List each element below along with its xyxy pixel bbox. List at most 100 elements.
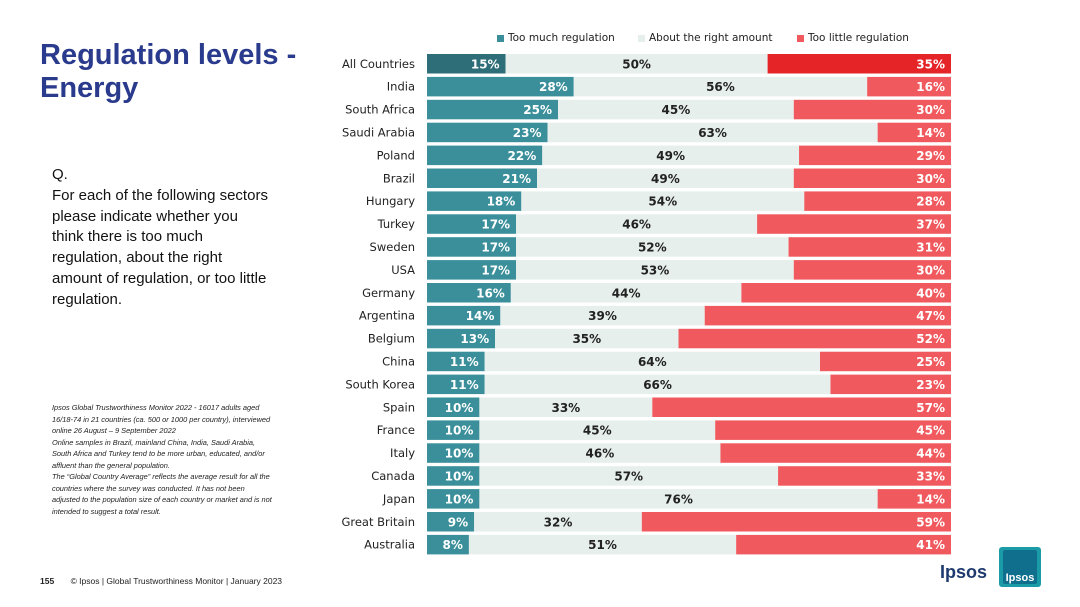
bar-segment-too-little-canada: [778, 466, 951, 486]
data-label-about-right-belgium: 35%: [572, 332, 601, 346]
methodology-line: The “Global Country Average” reflects th…: [52, 472, 270, 481]
data-label-about-right-south-africa: 45%: [662, 103, 691, 117]
data-label-too-little-great-britain: 59%: [916, 515, 945, 529]
data-label-too-little-saudi-arabia: 14%: [916, 126, 945, 140]
data-label-too-little-india: 16%: [916, 80, 945, 94]
data-label-too-much-poland: 22%: [508, 149, 537, 163]
category-label-japan: Japan: [382, 492, 415, 506]
category-label-south-africa: South Africa: [345, 103, 415, 117]
bar-segment-too-much-italy: [427, 443, 480, 463]
question-text: Q. For each of the following sectors ple…: [52, 165, 292, 311]
data-label-too-little-all-countries: 35%: [916, 57, 945, 71]
methodology-line: South Africa and Turkey tend to be more …: [52, 449, 265, 458]
page-number: 155: [40, 576, 55, 586]
data-label-about-right-south-korea: 66%: [643, 378, 672, 392]
data-label-about-right-argentina: 39%: [588, 309, 617, 323]
category-label-turkey: Turkey: [377, 217, 416, 231]
methodology-line: online 26 August – 9 September 2022: [52, 426, 176, 435]
data-label-about-right-india: 56%: [706, 80, 735, 94]
data-label-too-little-china: 25%: [916, 355, 945, 369]
methodology-line: Ipsos Global Trustworthiness Monitor 202…: [52, 403, 260, 412]
category-label-spain: Spain: [383, 400, 415, 414]
bar-segment-too-little-hungary: [804, 191, 951, 211]
bar-segment-about-right-south-africa: [558, 99, 794, 120]
bar-segment-about-right-japan: [479, 489, 878, 509]
bar-segment-too-little-germany: [741, 283, 951, 303]
bar-segment-too-little-brazil: [793, 168, 951, 188]
category-label-belgium: Belgium: [368, 332, 415, 346]
data-label-about-right-brazil: 49%: [651, 172, 680, 186]
data-label-about-right-hungary: 54%: [648, 195, 677, 209]
bar-segment-too-much-brazil: [427, 168, 538, 188]
data-label-too-much-australia: 8%: [443, 538, 463, 552]
data-label-too-little-turkey: 37%: [916, 218, 945, 232]
data-label-too-much-italy: 10%: [445, 447, 474, 461]
data-label-too-much-spain: 10%: [445, 401, 474, 415]
bar-segment-too-much-france: [427, 420, 480, 440]
legend-swatch-too-little: [797, 34, 804, 42]
methodology-line: Online samples in Brazil, mainland China…: [52, 437, 256, 447]
category-label-brazil: Brazil: [383, 171, 415, 185]
methodology-line: affluent than the general population.: [52, 460, 170, 470]
footer: 155 © Ipsos | Global Trustworthiness Mon…: [40, 576, 282, 586]
data-label-too-little-italy: 44%: [916, 447, 945, 461]
bar-segment-too-little-australia: [736, 534, 951, 555]
category-label-canada: Canada: [371, 469, 415, 483]
methodology-line: intended to suggest a total result.: [52, 506, 161, 516]
data-label-too-little-brazil: 30%: [916, 172, 945, 186]
data-label-too-much-saudi-arabia: 23%: [513, 126, 542, 140]
category-label-usa: USA: [391, 263, 415, 277]
data-label-too-much-france: 10%: [445, 424, 474, 438]
category-label-saudi-arabia: Saudi Arabia: [342, 125, 415, 139]
bar-segment-about-right-usa: [516, 260, 794, 280]
data-label-too-little-japan: 14%: [916, 492, 945, 506]
data-label-too-much-turkey: 17%: [481, 218, 510, 232]
legend-item-too-little: Too little regulation: [797, 32, 909, 44]
category-label-all-countries: All Countries: [342, 57, 415, 71]
bar-segment-too-much-south-korea: [427, 374, 485, 395]
logo-mark-text: Ipsos: [1005, 572, 1035, 584]
ipsos-wordmark: Ipsos: [940, 562, 988, 582]
data-label-about-right-spain: 33%: [551, 401, 580, 415]
data-label-about-right-australia: 51%: [588, 538, 617, 552]
bar-segment-too-much-canada: [427, 466, 480, 486]
bar-segment-too-little-great-britain: [641, 512, 951, 532]
bar-segment-about-right-germany: [510, 283, 742, 303]
question-line: please indicate whether you: [52, 207, 238, 225]
bar-segment-too-little-south-africa: [793, 99, 951, 120]
logo-mark-inner: [1003, 550, 1037, 584]
bar-segment-too-much-turkey: [427, 214, 517, 234]
data-label-too-little-belgium: 52%: [916, 332, 945, 346]
bar-segment-too-much-hungary: [427, 191, 522, 211]
legend-swatch-about-right: [638, 34, 645, 42]
bar-segment-too-much-australia: [427, 534, 469, 555]
bar-segment-about-right-argentina: [500, 305, 705, 326]
bar-segment-too-much-sweden: [427, 237, 517, 257]
data-label-too-little-canada: 33%: [916, 469, 945, 483]
category-label-germany: Germany: [362, 286, 415, 300]
bar-segment-about-right-south-korea: [484, 374, 831, 395]
methodology-note: Ipsos Global Trustworthiness Monitor 202…: [52, 402, 332, 517]
bar-segment-too-much-belgium: [427, 328, 496, 349]
data-label-too-little-usa: 30%: [916, 263, 945, 277]
bar-segment-too-little-south-korea: [830, 374, 951, 395]
bar-segment-too-little-poland: [799, 145, 951, 166]
category-label-china: China: [382, 354, 415, 368]
bar-segment-too-much-argentina: [427, 305, 501, 326]
data-label-too-much-germany: 16%: [476, 286, 505, 300]
bar-segment-too-little-japan: [877, 489, 951, 509]
legend-label: About the right amount: [649, 32, 773, 44]
footer-text: © Ipsos | Global Trustworthiness Monitor…: [70, 576, 283, 586]
legend-swatch-too-much: [497, 34, 504, 42]
data-label-about-right-poland: 49%: [656, 149, 685, 163]
data-label-too-much-sweden: 17%: [481, 240, 510, 254]
question-line: regulation.: [52, 290, 123, 308]
data-label-about-right-china: 64%: [638, 355, 667, 369]
category-label-south-korea: South Korea: [345, 377, 415, 391]
data-label-too-much-south-korea: 11%: [450, 378, 479, 392]
bar-segment-too-little-sweden: [788, 237, 951, 257]
data-label-about-right-saudi-arabia: 63%: [698, 126, 727, 140]
data-label-too-much-china: 11%: [450, 355, 479, 369]
bar-segment-too-much-india: [427, 76, 574, 97]
